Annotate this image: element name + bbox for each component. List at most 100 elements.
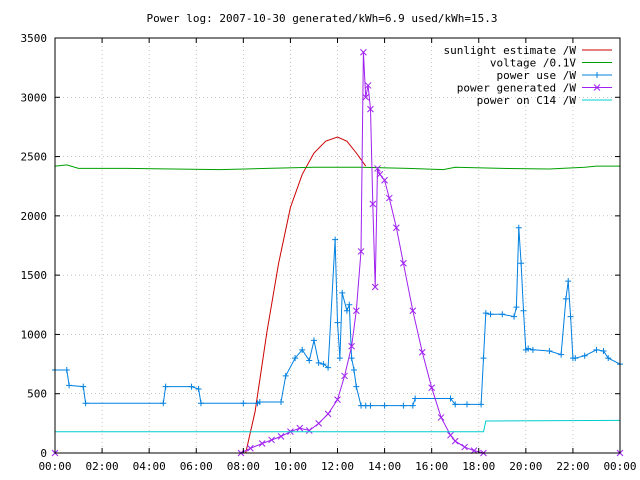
data-point: [463, 401, 470, 408]
data-point: [447, 395, 454, 402]
legend-label: sunlight estimate /W: [444, 44, 577, 57]
x-tick-label: 06:00: [180, 460, 213, 473]
data-point: [400, 402, 407, 409]
data-point: [325, 364, 332, 371]
data-point: [339, 289, 346, 296]
data-point: [341, 372, 348, 380]
series-line: [55, 136, 367, 454]
data-point: [334, 396, 341, 403]
legend-label: power generated /W: [457, 82, 577, 95]
data-point: [299, 346, 306, 353]
data-point: [565, 278, 572, 285]
y-tick-label: 1000: [21, 328, 48, 341]
data-point: [247, 444, 254, 452]
y-tick-label: 2500: [21, 151, 48, 164]
data-point: [332, 236, 339, 243]
legend-entry: power on C14 /W: [477, 94, 612, 107]
data-point: [409, 307, 417, 315]
data-point: [160, 400, 167, 407]
series-line: [55, 419, 621, 433]
data-point: [487, 311, 494, 318]
data-point: [343, 307, 350, 314]
y-tick-label: 2000: [21, 210, 48, 223]
data-point: [428, 384, 436, 392]
x-tick-label: 14:00: [368, 460, 401, 473]
data-point: [258, 440, 266, 447]
data-point: [451, 437, 459, 445]
x-tick-label: 08:00: [227, 460, 260, 473]
data-point: [63, 367, 70, 373]
data-point: [360, 48, 367, 56]
x-tick-label: 22:00: [556, 460, 589, 473]
series-power-on-c14-w: [55, 419, 621, 433]
data-point: [600, 348, 607, 355]
data-point: [240, 400, 247, 407]
x-tick-label: 02:00: [86, 460, 119, 473]
data-point: [562, 295, 569, 302]
x-tick-label: 18:00: [462, 460, 495, 473]
data-point: [376, 171, 384, 178]
data-point: [400, 259, 407, 267]
data-point: [520, 307, 527, 314]
y-tick-label: 3000: [21, 91, 48, 104]
data-point: [461, 443, 468, 451]
data-point: [352, 307, 360, 315]
data-point: [393, 224, 400, 232]
data-point: [418, 348, 426, 356]
data-point: [362, 93, 370, 101]
data-point: [268, 436, 275, 444]
legend-entry: sunlight estimate /W: [444, 44, 612, 57]
data-point: [315, 359, 322, 366]
data-point: [518, 260, 525, 267]
data-point: [350, 367, 357, 373]
y-tick-label: 500: [27, 388, 47, 401]
data-point: [277, 433, 285, 440]
data-point: [353, 383, 360, 390]
y-tick-label: 3500: [21, 32, 48, 45]
data-point: [374, 165, 381, 172]
data-point: [594, 72, 600, 78]
data-point: [546, 348, 553, 355]
data-point: [437, 414, 445, 421]
x-tick-label: 12:00: [321, 460, 354, 473]
data-point: [367, 402, 374, 409]
y-tick-label: 0: [40, 447, 47, 460]
data-point: [292, 355, 299, 362]
data-point: [305, 427, 313, 434]
legend-label: power on C14 /W: [477, 94, 577, 107]
data-point: [499, 311, 506, 318]
data-point: [315, 420, 323, 427]
x-tick-label: 00:00: [603, 460, 636, 473]
data-point: [511, 313, 518, 320]
x-tick-label: 00:00: [38, 460, 71, 473]
chart-title: Power log: 2007-10-30 generated/kWh=6.9 …: [147, 12, 498, 25]
data-point: [369, 200, 377, 208]
data-point: [515, 224, 522, 231]
data-point: [452, 401, 459, 408]
data-point: [480, 355, 487, 362]
series-line: [54, 164, 620, 171]
data-point: [197, 400, 204, 407]
data-point: [256, 399, 263, 406]
data-point: [334, 319, 341, 326]
data-point: [296, 424, 304, 432]
data-point: [525, 345, 532, 352]
data-point: [605, 355, 612, 362]
series-voltage-0-1v: [54, 164, 620, 171]
data-point: [310, 337, 317, 344]
data-point: [593, 346, 600, 353]
data-point: [513, 304, 520, 311]
data-point: [364, 82, 372, 89]
data-point: [195, 385, 202, 392]
data-point: [348, 342, 355, 350]
legend-label: voltage /0.1V: [490, 57, 576, 70]
data-point: [381, 402, 388, 409]
data-point: [336, 355, 343, 362]
axis-ticks: 00:00 02:00 04:00 06:00 08:00 10:00 12:00 14:00…: [21, 32, 637, 473]
data-point: [581, 352, 588, 359]
series-sunlight-estimate-w: [55, 136, 367, 454]
series-line: [55, 52, 620, 454]
data-point: [278, 399, 284, 406]
series-layer: [51, 48, 624, 457]
